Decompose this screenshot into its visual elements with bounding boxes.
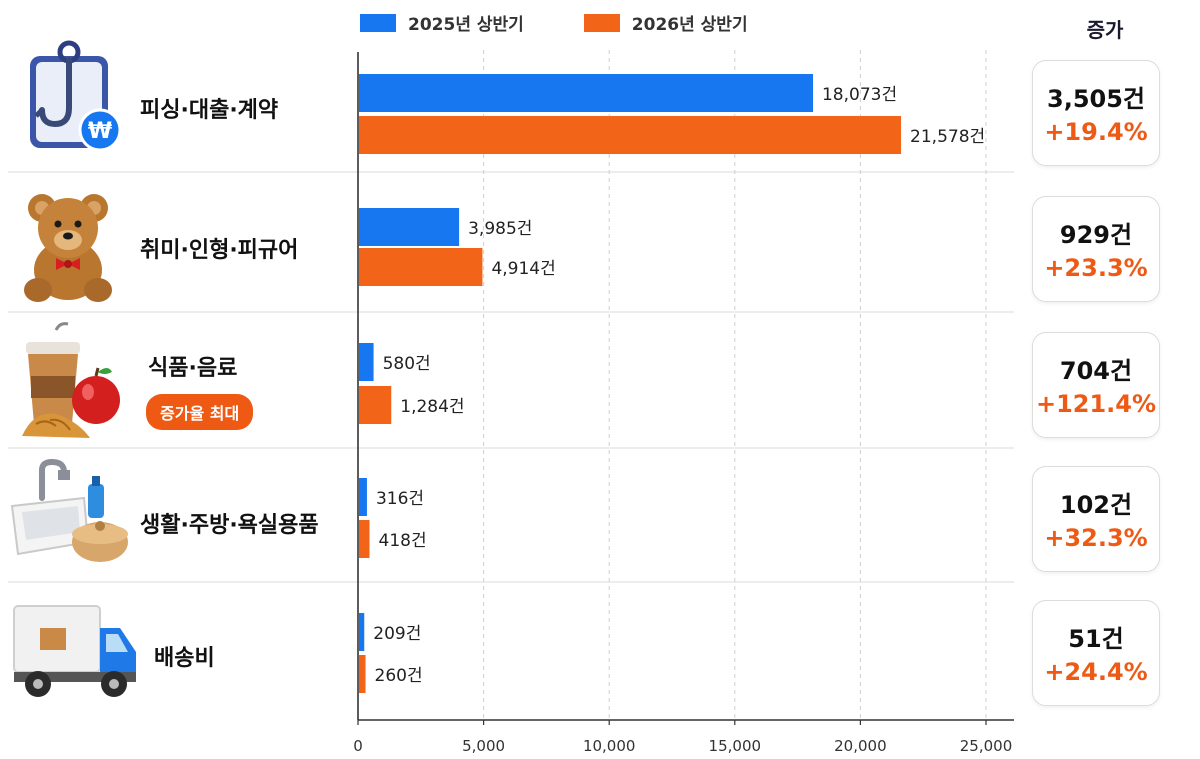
x-tick-label: 15,000 [709, 737, 762, 755]
x-tick-label: 10,000 [583, 737, 636, 755]
category-label-hobby: 취미·인형·피규어 [140, 238, 299, 263]
bar-2025 [359, 478, 367, 516]
sink-dish-icon [10, 458, 128, 562]
increase-box: 102건 +32.3% [1032, 466, 1160, 572]
increase-box: 3,505건 +19.4% [1032, 60, 1160, 166]
bar-2026 [359, 655, 366, 693]
legend-swatch-2026 [583, 13, 620, 32]
bar-2025 [359, 343, 374, 381]
category-label-phishing: 피싱·대출·계약 [140, 98, 279, 123]
value-label-2026: 1,284건 [400, 397, 464, 417]
bar-2025 [359, 74, 813, 112]
increase-count: 102건 [1059, 491, 1133, 519]
fishing-hook-won-icon: ₩ [30, 40, 122, 152]
x-tick-label: 5,000 [462, 737, 505, 755]
value-label-2026: 4,914건 [491, 259, 555, 279]
bar-2026 [359, 520, 370, 558]
bar-2025 [359, 208, 460, 246]
increase-header: 증가 [1086, 18, 1124, 42]
increase-box: 51건 +24.4% [1032, 600, 1160, 706]
legend-label-2026: 2026년 상반기 [631, 15, 748, 35]
value-label-2025: 580건 [383, 354, 431, 374]
increase-percent: +32.3% [1044, 524, 1148, 552]
bar-2026 [359, 386, 392, 424]
value-label-2026: 260건 [375, 666, 423, 686]
increase-percent: +24.4% [1044, 658, 1148, 686]
bar-2025 [359, 613, 365, 651]
value-label-2025: 209건 [373, 624, 421, 644]
legend-label-2025: 2025년 상반기 [408, 15, 524, 35]
x-tick-label: 25,000 [960, 737, 1013, 755]
delivery-truck-icon [13, 605, 136, 697]
coffee-apple-croissant-icon [22, 322, 120, 438]
value-label-2026: 418건 [379, 531, 427, 551]
value-label-2025: 316건 [376, 489, 424, 509]
legend-item-2025: 2025년 상반기 [360, 10, 524, 35]
category-label-shipping: 배송비 [154, 646, 215, 671]
category-label-food: 식품·음료 [148, 356, 238, 381]
increase-count: 929건 [1059, 221, 1133, 249]
x-tick-label: 20,000 [834, 737, 887, 755]
value-label-2025: 3,985건 [468, 219, 532, 239]
max-increase-badge: 증가율 최대 [146, 394, 254, 430]
teddy-bear-icon [24, 194, 112, 302]
x-tick-label: 0 [353, 737, 363, 755]
bar-2026 [359, 116, 902, 154]
legend-item-2026: 2026년 상반기 [583, 10, 748, 35]
legend-swatch-2025 [360, 13, 396, 32]
category-label-household: 생활·주방·욕실용품 [140, 513, 319, 538]
svg-text:₩: ₩ [88, 119, 112, 144]
increase-percent: +19.4% [1044, 118, 1148, 146]
legend: 2025년 상반기 2026년 상반기 [360, 10, 748, 35]
increase-count: 3,505건 [1047, 85, 1145, 113]
increase-count: 51건 [1068, 625, 1124, 653]
value-label-2026: 21,578건 [910, 127, 985, 147]
increase-percent: +23.3% [1044, 254, 1148, 282]
increase-box: 929건 +23.3% [1032, 196, 1160, 302]
increase-count: 704건 [1059, 357, 1133, 385]
increase-percent: +121.4% [1035, 390, 1157, 418]
value-label-2025: 18,073건 [822, 85, 897, 105]
bar-2026 [359, 248, 483, 286]
increase-box: 704건 +121.4% [1032, 332, 1160, 438]
